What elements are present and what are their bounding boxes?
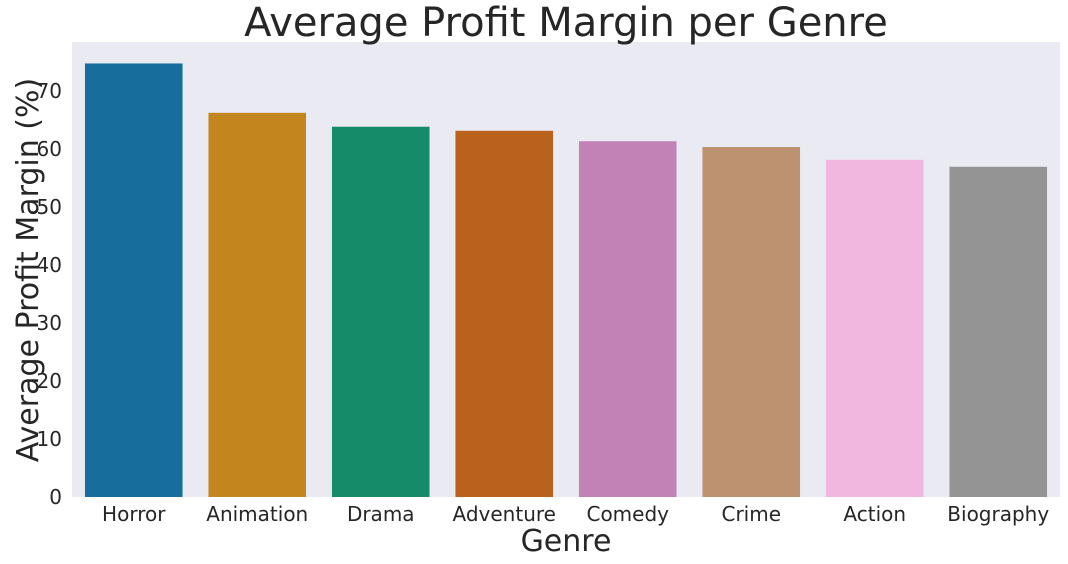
y-axis-label: Average Profit Margin (%) — [11, 78, 46, 462]
bar-drama — [331, 126, 430, 497]
y-tick-labels: 0 10 20 30 40 50 60 70 — [37, 79, 62, 509]
bar-action — [825, 159, 924, 497]
x-tick-comedy: Comedy — [586, 502, 669, 526]
y-tick-40: 40 — [37, 253, 62, 277]
bars-group — [84, 63, 1048, 498]
x-tick-horror: Horror — [102, 502, 166, 526]
y-tick-70: 70 — [37, 79, 62, 103]
x-tick-labels: Horror Animation Drama Adventure Comedy Crime… — [102, 502, 1049, 526]
x-tick-drama: Drama — [347, 502, 415, 526]
y-tick-30: 30 — [37, 311, 62, 335]
x-tick-action: Action — [843, 502, 906, 526]
y-tick-10: 10 — [37, 427, 62, 451]
bar-crime — [702, 147, 801, 497]
bar-comedy — [578, 141, 677, 497]
y-tick-20: 20 — [37, 369, 62, 393]
bar-adventure — [455, 130, 554, 497]
y-tick-50: 50 — [37, 195, 62, 219]
x-tick-adventure: Adventure — [453, 502, 556, 526]
y-tick-60: 60 — [37, 137, 62, 161]
x-tick-biography: Biography — [947, 502, 1049, 526]
bar-animation — [208, 112, 307, 497]
bar-biography — [949, 166, 1048, 497]
bar-horror — [84, 63, 183, 498]
x-tick-crime: Crime — [721, 502, 781, 526]
y-tick-0: 0 — [49, 485, 62, 509]
chart-title: Average Profit Margin per Genre — [244, 0, 888, 46]
x-axis-label: Genre — [521, 524, 612, 559]
x-tick-animation: Animation — [206, 502, 308, 526]
